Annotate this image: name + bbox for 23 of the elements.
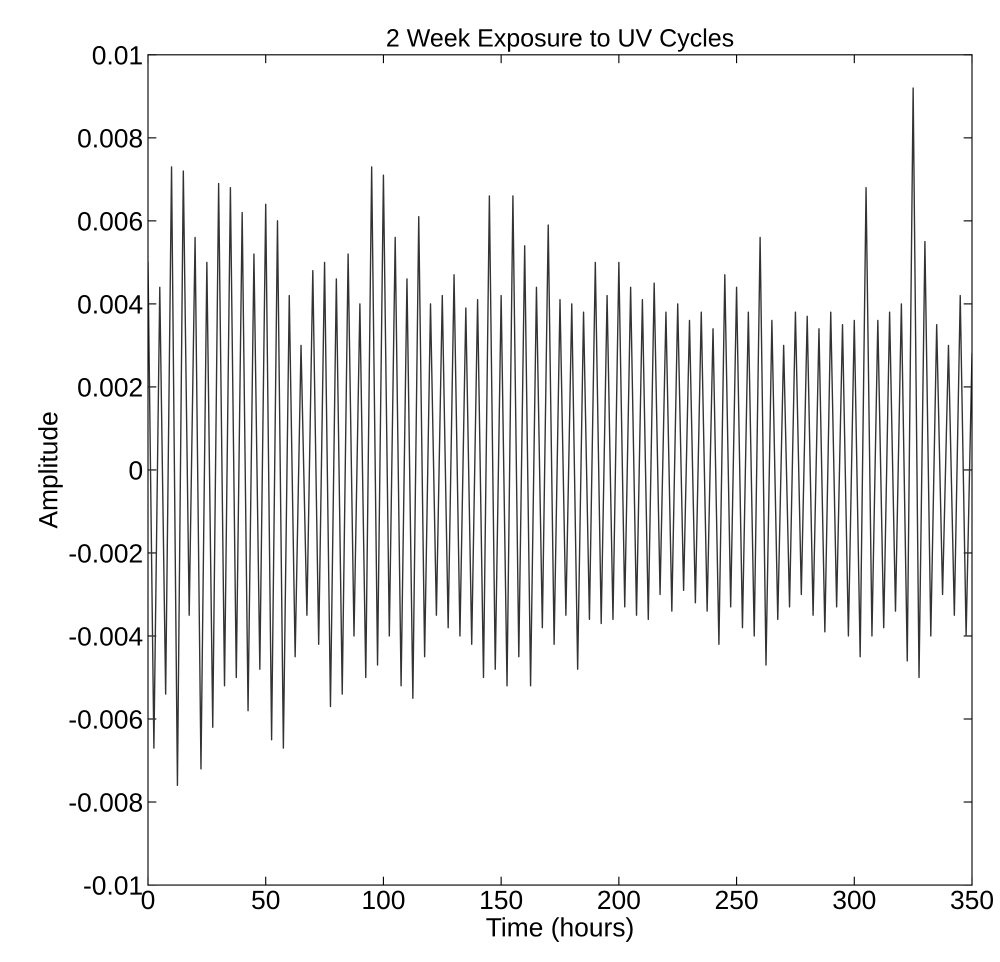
x-tick-label: 150 [481,890,522,910]
y-tick-label: 0.002 [78,378,142,397]
y-tick-label: -0.006 [69,710,142,729]
y-tick-label: -0.004 [69,627,142,646]
line-series [148,87,972,786]
y-tick-label: 0.01 [92,46,142,65]
y-tick-label: 0 [129,461,142,480]
y-tick-label: 0.004 [78,295,142,314]
x-axis-title: Time (hours) [486,917,633,942]
chart-title: 2 Week Exposure to UV Cycles [387,28,734,52]
y-axis-title: Amplitude [38,412,63,529]
x-tick-label: 350 [950,890,993,910]
y-tick-label: -0.01 [84,876,142,895]
x-tick-label: 300 [833,890,876,910]
x-tick-label: 250 [716,890,758,910]
x-tick-label: 100 [363,890,404,910]
x-tick-label: 200 [598,890,640,910]
x-tick-label: 0 [142,890,154,910]
x-tick-label: 50 [252,890,280,910]
y-tick-label: 0.006 [78,212,142,231]
y-tick-label: -0.008 [69,793,142,812]
y-tick-label: 0.008 [78,128,142,148]
y-tick-label: -0.002 [69,544,142,563]
